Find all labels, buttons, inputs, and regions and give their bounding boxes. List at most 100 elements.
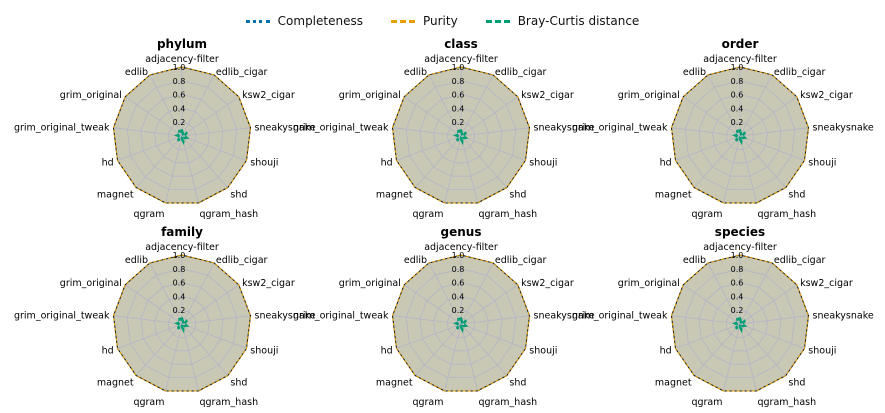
radial-tick-label: 1.0 — [173, 251, 186, 260]
grid-ring — [712, 107, 768, 164]
grid-spoke — [460, 135, 478, 204]
category-label: sneakysnake — [255, 311, 316, 322]
chart-title: class — [444, 37, 478, 51]
category-label: edlib_cigar — [774, 255, 826, 266]
category-label: shd — [509, 190, 526, 201]
grid-spoke — [671, 315, 741, 325]
grid-spoke — [117, 135, 183, 161]
category-label: sneakysnake — [813, 123, 874, 134]
category-label: qgram_hash — [758, 209, 817, 220]
category-label: edlib — [683, 255, 706, 266]
grid-spoke — [460, 323, 526, 349]
category-label: sneakysnake — [255, 123, 316, 134]
grid-ring — [684, 80, 796, 191]
category-label: magnet — [376, 190, 413, 201]
legend-swatch — [485, 19, 510, 23]
series-purity — [391, 66, 531, 204]
grid-ring — [140, 282, 224, 365]
category-label: qgram_hash — [200, 397, 259, 408]
grid-spoke — [739, 262, 773, 325]
radial-tick-label: 0.4 — [452, 292, 465, 301]
grid-ring — [405, 80, 517, 191]
grid-spoke — [165, 135, 183, 204]
grid-spoke — [739, 323, 805, 349]
grid-spoke — [396, 323, 462, 349]
grid-spoke — [181, 323, 229, 376]
category-label: hd — [381, 345, 393, 356]
legend-swatch — [390, 19, 415, 23]
category-label: hd — [381, 157, 393, 168]
grid-spoke — [739, 135, 805, 161]
series-bray-curtis — [731, 129, 748, 146]
category-label: shd — [509, 378, 526, 389]
radial-tick-label: 1.0 — [452, 63, 465, 72]
grid-spoke — [460, 262, 494, 325]
grid-spoke — [181, 127, 251, 137]
grid-spoke — [723, 135, 741, 204]
grid-spoke — [113, 315, 183, 325]
category-label: hd — [660, 157, 672, 168]
category-label: hd — [102, 345, 114, 356]
category-label: grim_original — [339, 90, 401, 101]
grid-spoke — [414, 135, 462, 188]
grid-spoke — [181, 315, 251, 325]
category-label: qgram — [691, 209, 722, 220]
radial-tick-label: 1.0 — [731, 63, 744, 72]
grid-spoke — [181, 96, 240, 137]
grid-spoke — [392, 127, 462, 137]
grid-spoke — [682, 284, 741, 325]
category-label: edlib — [404, 255, 427, 266]
grid-spoke — [181, 135, 229, 188]
category-label: ksw2_cigar — [242, 278, 295, 289]
grid-ring — [698, 94, 782, 177]
grid-spoke — [707, 262, 741, 325]
radial-tick-label: 0.6 — [452, 279, 465, 288]
grid-ring — [725, 309, 755, 338]
grid-ring — [433, 295, 489, 352]
chart-title: phylum — [157, 37, 207, 51]
category-label: shouji — [250, 157, 278, 168]
chart-title: order — [722, 37, 759, 51]
grid-spoke — [181, 135, 199, 204]
category-label: magnet — [97, 190, 134, 201]
radial-tick-label: 0.6 — [173, 91, 186, 100]
grid-spoke — [124, 96, 183, 137]
series-purity — [112, 254, 252, 392]
category-label: edlib_cigar — [216, 255, 268, 266]
chart-title: species — [715, 225, 765, 239]
grid-spoke — [149, 262, 183, 325]
series-purity — [670, 66, 810, 204]
grid-ring — [405, 268, 517, 379]
chart-title: genus — [441, 225, 482, 239]
grid-spoke — [428, 262, 462, 325]
grid-spoke — [739, 127, 809, 137]
category-label: shouji — [808, 157, 836, 168]
grid-ring — [433, 107, 489, 164]
category-label: grim_original_tweak — [293, 123, 389, 134]
grid-spoke — [693, 323, 741, 376]
grid-spoke — [460, 315, 530, 325]
category-label: edlib — [683, 67, 706, 78]
category-label: edlib_cigar — [774, 67, 826, 78]
grid-spoke — [460, 135, 526, 161]
category-label: shd — [230, 378, 247, 389]
category-label: hd — [102, 157, 114, 168]
series-purity — [112, 66, 252, 204]
chart-title: family — [161, 225, 203, 239]
category-label: sneakysnake — [813, 311, 874, 322]
grid-ring — [154, 107, 210, 164]
legend-label: Purity — [422, 14, 458, 28]
grid-spoke — [739, 323, 787, 376]
radial-tick-label: 1.0 — [731, 251, 744, 260]
category-label: ksw2_cigar — [521, 278, 574, 289]
category-label: grim_original_tweak — [572, 123, 668, 134]
radial-tick-label: 0.6 — [731, 91, 744, 100]
category-label: grim_original — [60, 90, 122, 101]
legend: Completeness Purity Bray-Curtis distance — [0, 12, 885, 30]
grid-spoke — [135, 323, 183, 376]
category-label: qgram_hash — [479, 209, 538, 220]
radial-tick-label: 0.2 — [173, 306, 186, 315]
